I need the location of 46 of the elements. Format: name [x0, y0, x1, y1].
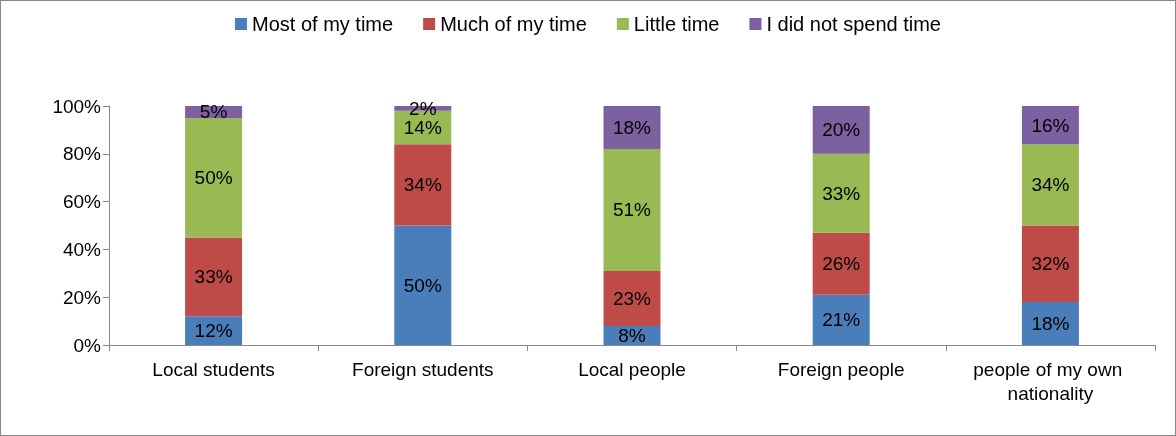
bar: [603, 270, 661, 326]
data-label: 50%: [194, 167, 233, 189]
data-label: 12%: [194, 320, 233, 342]
y-tick-label: 40%: [62, 238, 102, 260]
legend-label: I did not spend time: [766, 13, 941, 35]
bar: [1021, 225, 1079, 302]
legend-label: Much of my time: [440, 13, 587, 35]
legend-label: Most of my time: [252, 13, 394, 35]
bar: [185, 117, 243, 238]
data-label: 34%: [1031, 174, 1070, 196]
y-tick-label: 100%: [52, 95, 102, 117]
bar: [394, 144, 452, 226]
y-tick-label: 60%: [62, 191, 102, 213]
y-tick-label: 20%: [62, 286, 102, 308]
data-label: 14%: [403, 117, 442, 139]
data-label: 51%: [612, 199, 652, 221]
bar: [812, 106, 870, 154]
data-label: 32%: [1031, 253, 1070, 275]
bar: [1021, 144, 1079, 226]
bar: [812, 294, 870, 345]
legend-label: Little time: [633, 13, 720, 35]
data-label: 23%: [612, 287, 652, 309]
y-tick-label: 80%: [62, 143, 102, 165]
data-label: 26%: [822, 253, 861, 275]
x-tick-label: Local people: [578, 358, 686, 380]
x-tick-label: people of my own nationality: [973, 358, 1128, 404]
x-tick-label: Foreign students: [352, 358, 494, 380]
data-label: 8%: [618, 324, 646, 346]
bar: [812, 153, 870, 233]
data-label: 5%: [199, 101, 228, 123]
bar: [394, 225, 452, 345]
data-label: 21%: [822, 309, 861, 331]
bar: [603, 149, 661, 271]
x-tick-label: Foreign people: [777, 358, 905, 380]
data-label: 34%: [403, 174, 442, 196]
x-tick-label: Local students: [152, 358, 275, 380]
data-label: 33%: [194, 266, 233, 288]
data-label: 18%: [612, 117, 652, 139]
data-label: 18%: [1031, 312, 1070, 334]
data-label: 33%: [822, 182, 861, 204]
data-label: 16%: [1031, 114, 1070, 136]
bar: [185, 237, 243, 317]
y-tick-label: 0%: [73, 334, 102, 356]
data-label: 50%: [403, 274, 442, 296]
data-label: 20%: [822, 119, 861, 141]
bar: [812, 232, 870, 295]
